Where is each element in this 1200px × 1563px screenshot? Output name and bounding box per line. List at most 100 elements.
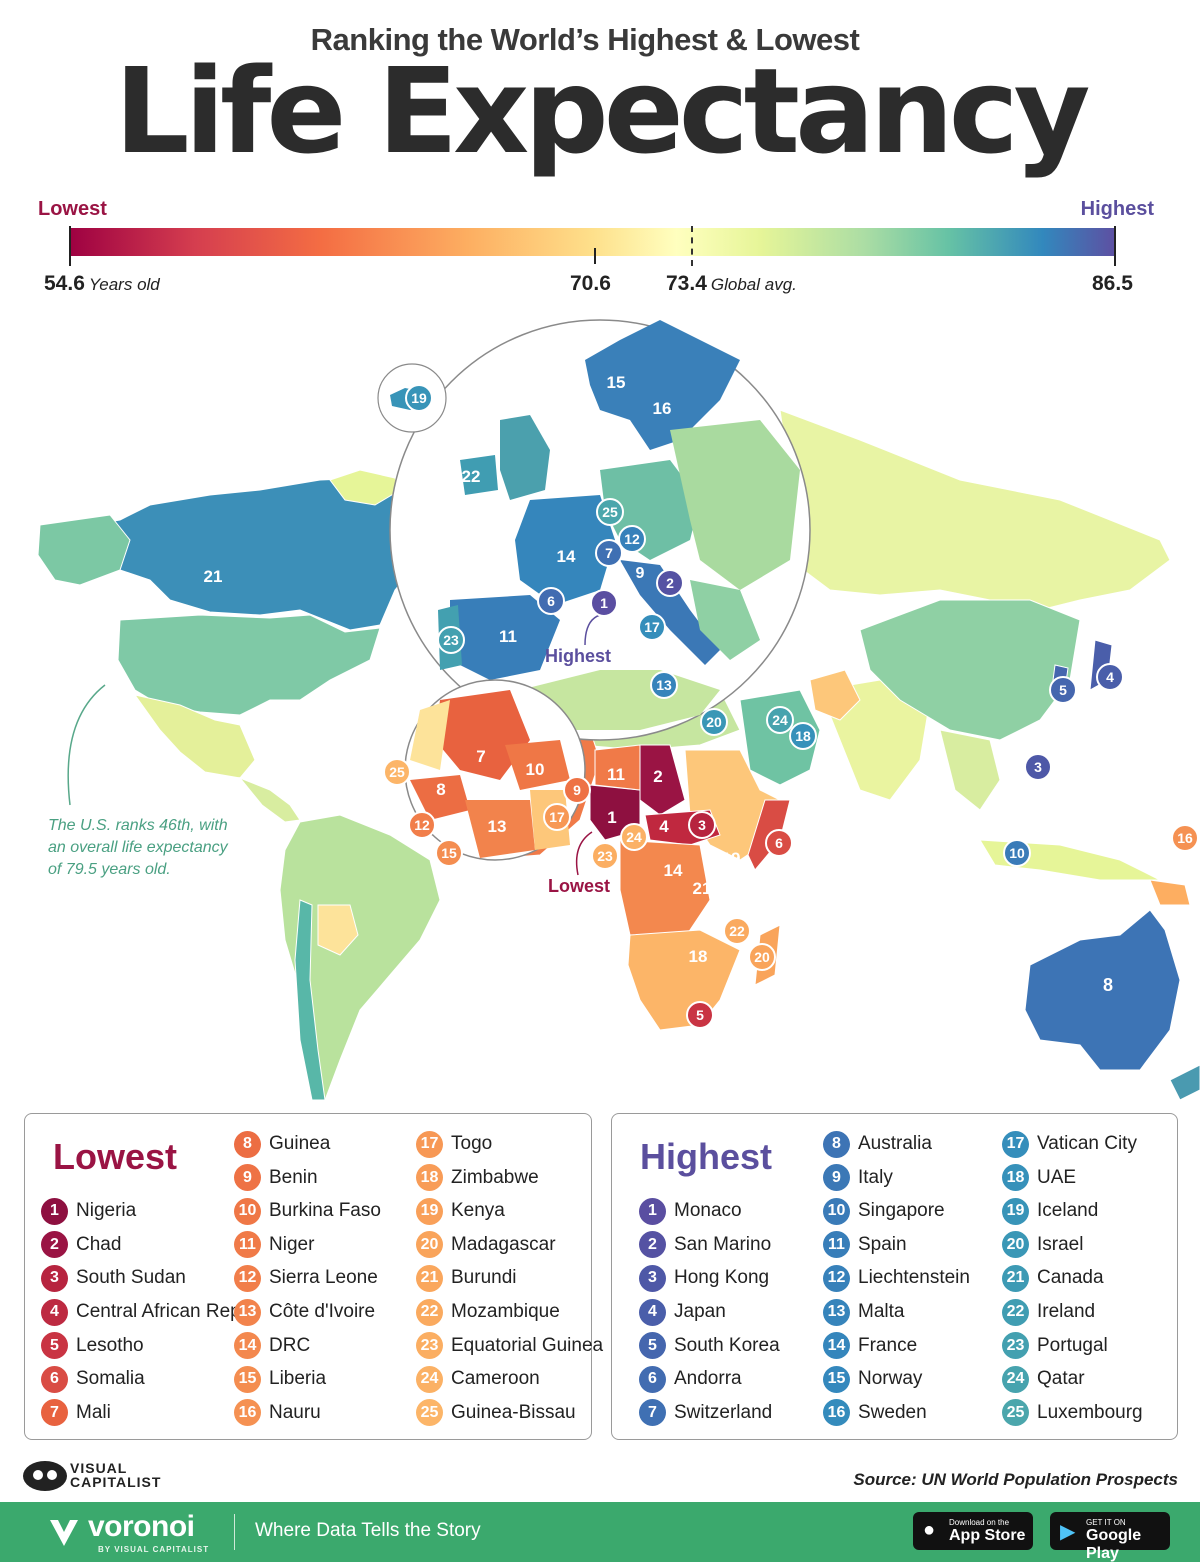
svg-text:5: 5 [696,1007,704,1023]
rank-badge: 12 [823,1264,850,1292]
map-label-niger: 11 [607,765,625,784]
svg-text:10: 10 [1009,845,1025,861]
rank-badge: 16 [234,1399,261,1427]
lowest-list-item: 20 Madagascar [416,1230,556,1260]
svg-text:24: 24 [772,712,788,728]
source-note: Source: UN World Population Prospects [853,1470,1178,1489]
map-badge-equatorial-guinea: 23 [591,842,619,870]
map-badge-luxembourg: 25 [596,498,624,526]
france-shape [515,495,615,605]
bolivia-shape [317,904,359,956]
rank-badge: 17 [1002,1130,1029,1158]
map-label-norway: 15 [607,373,626,392]
map-label-france: 14 [557,547,576,566]
map-badge-sierra-leone: 12 [408,811,436,839]
country-name: South Korea [674,1334,780,1356]
alaska-shape [37,514,131,586]
rank-badge: 19 [416,1197,443,1225]
country-name: Malta [858,1301,905,1322]
mali-inset-shape [435,690,530,780]
scale-mid-value: 70.6 [570,272,611,295]
guinea-inset-shape [410,775,470,820]
map-badge-san-marino: 2 [656,569,684,597]
southern-africa-shape [627,929,741,1031]
rank-badge: 12 [234,1264,261,1292]
google-play-button[interactable]: ▶ GET IT ON Google Play [1050,1512,1170,1562]
rank-badge: 8 [823,1130,850,1158]
central-america-shape [238,776,301,823]
footer-bar: voronoi BY VISUAL CAPITALIST Where Data … [0,1502,1200,1562]
country-name: Kenya [451,1200,505,1222]
lowest-list-item: 14 DRC [234,1331,310,1361]
scale-avg-value: 73.4 [666,272,707,295]
country-name: Monaco [674,1200,742,1222]
map-label-drc: 14 [664,861,683,880]
country-name: Burkina Faso [269,1200,381,1222]
svg-text:1: 1 [600,595,608,611]
iberia-shape [450,595,560,680]
rank-badge: 10 [234,1197,261,1225]
map-badge-qatar: 24 [766,706,794,734]
map-label-ireland: 22 [462,467,481,486]
country-name: Niger [269,1233,315,1255]
map-label-italy: 9 [636,565,645,582]
highest-list-item: 9 Italy [823,1163,893,1193]
scale-max-tick [1114,226,1116,266]
map-badge-madagascar: 20 [748,943,776,971]
voronoi-wordmark: voronoi [88,1510,195,1543]
scale-avg-label: 73.4 Global avg. [666,272,797,296]
subtitle: Ranking the World’s Highest & Lowest [310,22,860,57]
map-badge-benin: 9 [563,776,591,804]
google-play-big-text: Google Play [1086,1527,1142,1562]
scale-avg-tick [691,226,693,266]
country-name: Liechtenstein [858,1267,970,1289]
highest-list-item: 6 Andorra [639,1364,742,1394]
map-badge-portugal: 23 [437,626,465,654]
country-name: Guinea-Bissau [451,1401,576,1423]
brand-line-2: CAPITALIST [70,1474,162,1490]
country-name: Côte d'Ivoire [269,1301,376,1322]
country-name: Chad [76,1233,122,1255]
country-name: Somalia [76,1368,145,1390]
mexico-shape [133,694,256,779]
highest-list-item: 22 Ireland [1002,1297,1095,1327]
svg-text:17: 17 [644,619,660,635]
rank-badge: 15 [823,1365,850,1393]
country-name: Equatorial Guinea [451,1334,604,1356]
highest-list-item: 8 Australia [823,1129,932,1159]
map-badge-israel: 20 [700,708,728,736]
south-america-shape [279,814,441,1101]
rank-badge: 25 [416,1399,443,1427]
map-label-zimbabwe: 18 [689,947,708,966]
app-store-big-text: App Store [949,1527,1026,1544]
rank-badge: 14 [823,1332,850,1360]
rank-badge: 21 [416,1264,443,1292]
visual-capitalist-logo-icon [23,1461,67,1491]
balkans-shape [690,580,760,660]
west-africa-inset [404,679,586,861]
map-badge-south-korea: 5 [1049,676,1077,704]
map-label-nigeria: 1 [607,808,616,827]
voronoi-logo-icon [50,1520,78,1546]
app-store-button[interactable]: ● Download on the App Store [913,1512,1033,1550]
voronoi-byline: BY VISUAL CAPITALIST [98,1545,210,1554]
lowest-list-item: 15 Liberia [234,1364,326,1394]
lowest-list-item: 13 Côte d'Ivoire [234,1297,375,1327]
svg-text:2: 2 [666,575,674,591]
country-name: DRC [269,1334,311,1356]
highest-list-item: 13 Malta [823,1297,904,1327]
google-play-icon: ▶ [1060,1521,1076,1543]
lowest-list-item: 23 Equatorial Guinea [416,1331,603,1361]
map-badge-switzerland: 7 [595,539,623,567]
country-name: Mozambique [451,1301,560,1322]
rank-badge: 3 [41,1264,68,1292]
map-label-burkina-faso: 10 [526,760,545,779]
lowest-map-badges: 1 2 3 4 5 6 7 8 9 10 11 12 13 14 15 16 1… [383,747,1199,1029]
scale-min-label: 54.6 Years old [44,272,160,296]
lowest-list-item: 5 Lesotho [41,1331,144,1361]
map-badge-mozambique: 22 [723,917,751,945]
map-badge-liberia: 15 [435,839,463,867]
country-name: Zimbabwe [451,1166,539,1188]
rank-badge: 19 [1002,1197,1029,1225]
country-name: South Sudan [76,1267,186,1289]
